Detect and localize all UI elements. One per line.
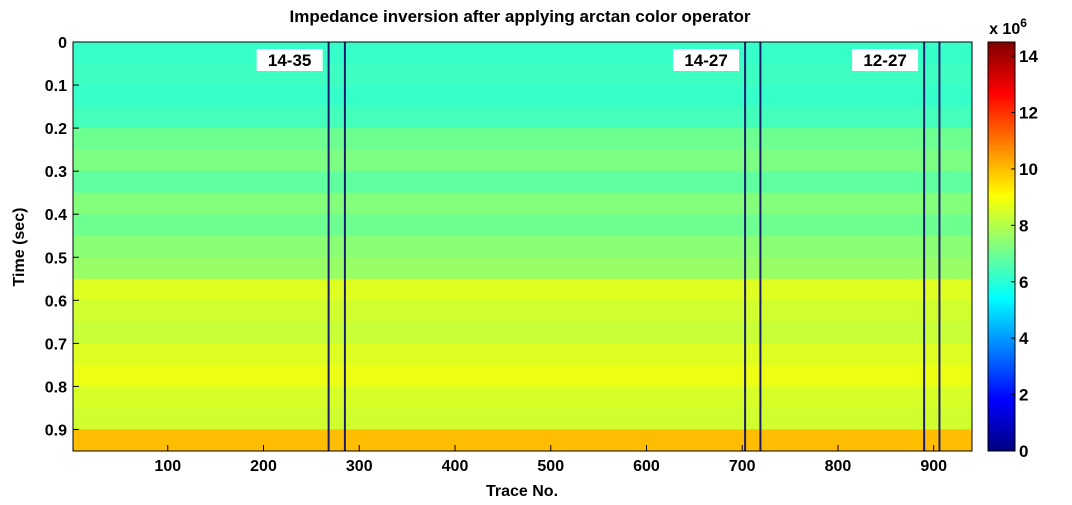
y-tick-label: 0.8: [45, 379, 67, 396]
heat-band: [73, 149, 972, 172]
colorbar-tick-label: 2: [1019, 386, 1028, 405]
x-tick-label: 100: [154, 458, 181, 475]
x-tick-label: 600: [633, 458, 660, 475]
well-label-box: [673, 49, 740, 71]
heat-band: [73, 343, 972, 366]
colorbar: [987, 41, 1016, 452]
colorbar-tick-label: 8: [1019, 216, 1028, 235]
well-label: 14-27: [684, 51, 727, 70]
chart-title: Impedance inversion after applying arcta…: [289, 7, 750, 26]
heat-band: [73, 192, 972, 215]
heat-band: [73, 407, 972, 430]
colorbar-tick-label: 6: [1019, 273, 1028, 292]
well-label: 12-27: [863, 51, 906, 70]
x-axis-label: Trace No.: [486, 483, 558, 500]
well-label-box: [256, 49, 323, 71]
heat-band: [73, 257, 972, 280]
x-tick-label: 900: [920, 458, 947, 475]
y-tick-label: 0.9: [45, 422, 67, 439]
colorbar-label-exponent: 6: [1020, 16, 1027, 30]
heat-band: [73, 364, 972, 387]
y-tick-label: 0.5: [45, 250, 67, 267]
heat-band: [73, 235, 972, 258]
colorbar-tick-label: 12: [1019, 104, 1038, 123]
well-label-box: [852, 49, 919, 71]
colorbar-tick-label: 10: [1019, 160, 1038, 179]
y-tick-label: 0.4: [45, 207, 67, 224]
heat-band: [73, 106, 972, 129]
y-tick-label: 0.2: [45, 121, 67, 138]
heat-band: [73, 300, 972, 323]
heat-band: [73, 214, 972, 237]
colorbar-tick-label: 0: [1019, 442, 1028, 461]
heat-band: [73, 386, 972, 409]
x-tick-label: 700: [729, 458, 756, 475]
x-tick-label: 200: [250, 458, 277, 475]
y-tick-label: 0.6: [45, 293, 67, 310]
y-tick-label: 0.1: [45, 78, 67, 95]
colorbar-label-base: x 10: [989, 21, 1020, 38]
heat-band: [73, 321, 972, 344]
heat-band: [73, 171, 972, 194]
heat-band: [73, 278, 972, 301]
x-tick-label: 300: [346, 458, 373, 475]
heat-band: [73, 128, 972, 151]
colorbar-tick-label: 4: [1019, 329, 1029, 348]
heat-band: [73, 63, 972, 86]
well-label: 14-35: [268, 51, 311, 70]
x-tick-label: 500: [537, 458, 564, 475]
y-tick-label: 0.7: [45, 336, 67, 353]
heat-band: [73, 85, 972, 108]
y-axis-label: Time (sec): [11, 208, 28, 287]
heat-band: [73, 429, 972, 452]
heat-band: [73, 42, 972, 65]
x-tick-label: 400: [442, 458, 469, 475]
y-tick-label: 0: [58, 35, 67, 52]
colorbar-tick-label: 14: [1019, 47, 1038, 66]
y-tick-label: 0.3: [45, 164, 67, 181]
x-tick-label: 800: [825, 458, 852, 475]
plot-frame: [72, 41, 973, 452]
colorbar-label: x 106: [989, 16, 1027, 38]
